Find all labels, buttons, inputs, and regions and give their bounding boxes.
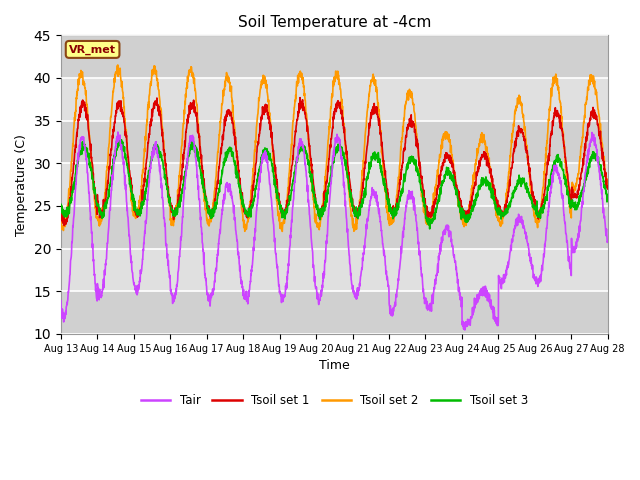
Y-axis label: Temperature (C): Temperature (C) (15, 133, 28, 236)
Legend: Tair, Tsoil set 1, Tsoil set 2, Tsoil set 3: Tair, Tsoil set 1, Tsoil set 2, Tsoil se… (136, 389, 532, 411)
Bar (61, 36, 608, 78)
Title: Soil Temperature at -4cm: Soil Temperature at -4cm (237, 15, 431, 30)
Bar (61, 163, 608, 206)
Bar (61, 120, 608, 163)
Bar (61, 291, 608, 334)
Bar (61, 206, 608, 249)
X-axis label: Time: Time (319, 359, 349, 372)
Bar (61, 249, 608, 291)
Text: VR_met: VR_met (69, 44, 116, 55)
Bar (61, 78, 608, 120)
